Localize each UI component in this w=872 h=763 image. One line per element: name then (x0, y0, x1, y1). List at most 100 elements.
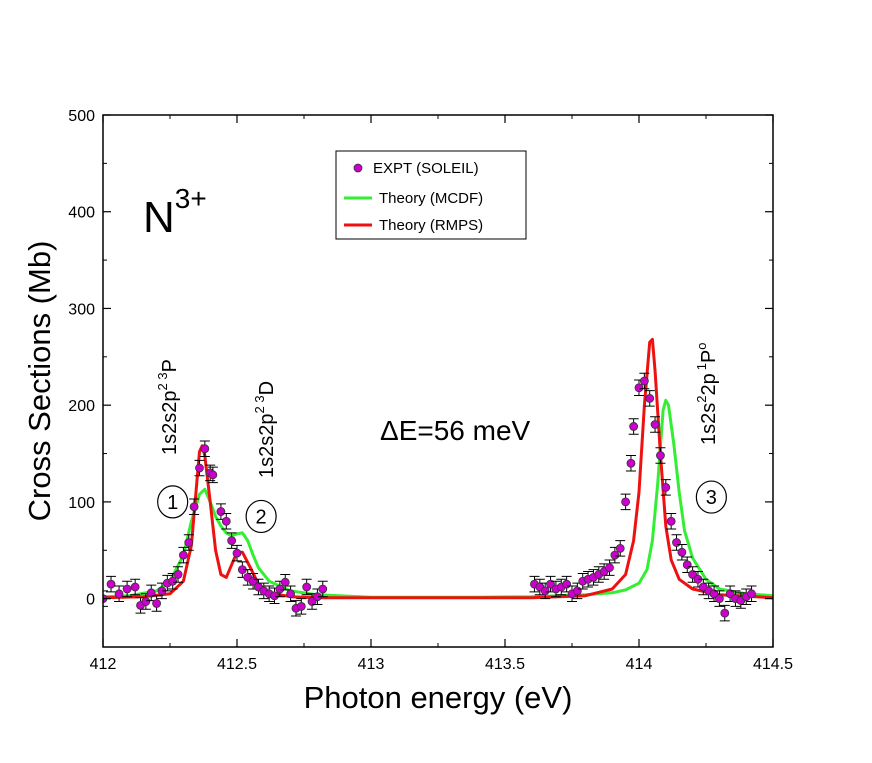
point-marker (195, 463, 204, 473)
state-label-3d-term: D (256, 381, 278, 395)
peak-annotation-1: 1 (157, 485, 189, 519)
ion-label-charge: 3+ (175, 183, 207, 214)
data-point (285, 585, 296, 603)
point-marker (152, 599, 162, 608)
legend-label-mcdf: Theory (MCDF) (379, 190, 483, 207)
y-tick-label: 300 (68, 301, 95, 318)
point-marker (677, 547, 687, 557)
data-point (666, 513, 677, 530)
data-point (167, 572, 178, 590)
point-marker (189, 502, 199, 512)
point-marker (286, 589, 296, 599)
point-marker (232, 548, 242, 558)
point-marker (682, 560, 692, 570)
peak-annotation-3: 3 (695, 480, 727, 514)
point-marker (639, 376, 649, 386)
point-marker (720, 608, 730, 618)
data-point (714, 590, 725, 607)
point-marker (296, 601, 306, 611)
axis-ticks: 412 412.5 413 413.5 414 414.5 0 100 200 300 400 500 (68, 108, 793, 673)
data-point (312, 588, 323, 605)
point-marker (747, 589, 756, 599)
error-bar (103, 590, 108, 607)
data-point (317, 580, 328, 598)
data-point (106, 575, 117, 593)
point-marker (200, 444, 210, 454)
data-point (151, 595, 162, 612)
point-marker (661, 482, 671, 492)
state-label-1po: 1s2s22p 1Po (694, 342, 720, 445)
point-marker (645, 394, 655, 403)
x-tick-label: 412 (90, 656, 117, 673)
data-point (615, 540, 626, 557)
point-marker (168, 576, 178, 586)
data-point (146, 584, 157, 602)
annotation-circle (157, 485, 189, 519)
data-point (296, 598, 307, 615)
data-point (114, 585, 125, 603)
state-label-3p-term: P (159, 359, 181, 372)
point-marker (666, 516, 676, 526)
data-point (183, 534, 194, 551)
data-point (221, 513, 232, 530)
state-label-3p: 1s2s2p2 3P (155, 359, 181, 455)
y-tick-label: 100 (68, 495, 95, 512)
y-tick-label: 400 (68, 205, 95, 222)
x-tick-label: 413.5 (485, 656, 525, 673)
annotation-circle (245, 499, 277, 534)
data-point (746, 585, 757, 603)
annotation-number: 3 (706, 487, 717, 509)
state-label-3d: 1s2s2p2 3D (252, 381, 278, 478)
state-label-1po-term: 2p (698, 373, 720, 395)
data-point (232, 544, 242, 562)
data-point (604, 559, 615, 576)
state-label-3p-sup: 2 3 (155, 372, 170, 390)
annotation-number: 2 (256, 506, 267, 528)
point-marker (221, 516, 231, 526)
x-axis-title: Photon energy (eV) (304, 680, 573, 715)
data-point (178, 546, 189, 564)
state-label-3p-main: 1s2s2p (159, 391, 181, 456)
point-marker (141, 597, 151, 606)
data-point (207, 466, 218, 484)
data-point (215, 503, 226, 520)
y-axis-title: Cross Sections (Mb) (22, 241, 57, 522)
point-marker (562, 579, 572, 589)
data-point (719, 604, 730, 622)
point-marker (610, 550, 620, 560)
data-point (628, 418, 639, 435)
ion-label: N3+ (143, 183, 207, 242)
peak-annotation-2: 2 (245, 499, 277, 534)
point-marker (715, 594, 724, 604)
point-marker (634, 383, 644, 393)
point-marker (605, 563, 614, 573)
point-marker (184, 538, 194, 547)
legend-label-rmps: Theory (RMPS) (379, 217, 483, 234)
x-tick-label: 412.5 (217, 656, 257, 673)
point-marker (302, 582, 312, 592)
resolution-label: ΔE=56 meV (380, 415, 531, 446)
data-point (194, 459, 205, 477)
data-point (634, 379, 644, 397)
series-line-1 (103, 398, 773, 599)
data-point (687, 566, 698, 583)
point-marker (130, 582, 140, 592)
point-marker (216, 507, 226, 516)
point-marker (270, 591, 279, 601)
data-point (280, 573, 291, 591)
y-tick-label: 0 (86, 592, 95, 609)
data-point (676, 543, 687, 561)
plot-content (103, 337, 773, 622)
legend-label-expt: EXPT (SOLEIL) (373, 160, 479, 177)
point-marker (615, 543, 625, 553)
point-marker (146, 588, 156, 598)
point-marker (122, 584, 132, 594)
point-marker (106, 579, 116, 589)
state-label-1po-sup1: 2 (694, 396, 709, 403)
point-marker (173, 570, 183, 579)
data-point (625, 454, 636, 472)
y-tick-label: 500 (68, 108, 95, 125)
annotation-circle (695, 480, 727, 514)
data-point (130, 578, 141, 596)
point-marker (626, 458, 636, 468)
